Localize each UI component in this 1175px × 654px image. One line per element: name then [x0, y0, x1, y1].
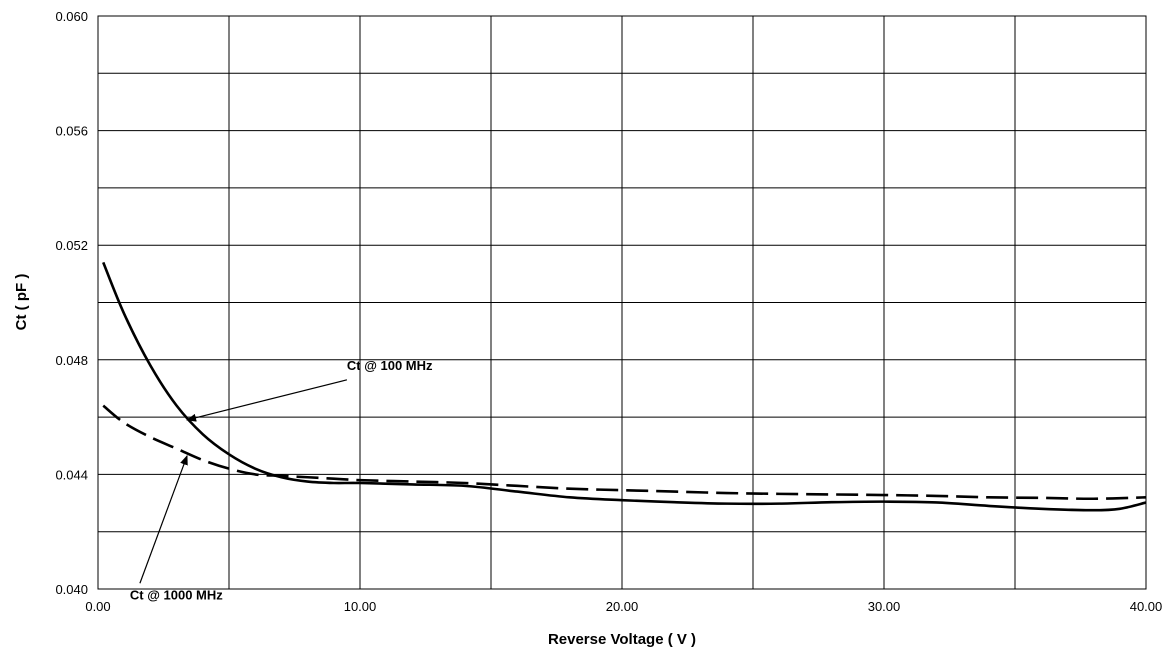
- y-tick-label: 0.060: [55, 9, 88, 24]
- y-tick-label: 0.040: [55, 582, 88, 597]
- x-tick-label: 0.00: [85, 599, 110, 614]
- annotations-layer: Ct @ 100 MHz Ct @ 1000 MHz: [130, 358, 433, 602]
- y-axis-ticks: 0.040 0.044 0.048 0.052 0.056 0.060: [55, 9, 88, 597]
- y-tick-label: 0.044: [55, 467, 88, 482]
- series-line-ct-1000mhz: [102, 404, 1147, 501]
- x-tick-label: 10.00: [344, 599, 377, 614]
- plot-frame: [97, 15, 1147, 590]
- x-tick-label: 30.00: [868, 599, 901, 614]
- series-label: Ct @ 1000 MHz: [130, 587, 223, 602]
- x-axis-ticks: 0.00 10.00 20.00 30.00 40.00: [85, 599, 1162, 614]
- y-tick-label: 0.056: [55, 124, 88, 139]
- x-tick-label: 20.00: [606, 599, 639, 614]
- annotation-arrow: [139, 454, 188, 584]
- y-axis-title: Ct ( pF ): [13, 274, 30, 331]
- x-tick-label: 40.00: [1130, 599, 1163, 614]
- x-axis-title: Reverse Voltage ( V ): [548, 631, 696, 648]
- series-label: Ct @ 100 MHz: [347, 358, 433, 373]
- series-line-ct-100mhz: [102, 261, 1147, 512]
- series-layer: [102, 261, 1147, 512]
- annotation-arrow: [186, 379, 348, 422]
- y-tick-label: 0.048: [55, 353, 88, 368]
- y-tick-label: 0.052: [55, 238, 88, 253]
